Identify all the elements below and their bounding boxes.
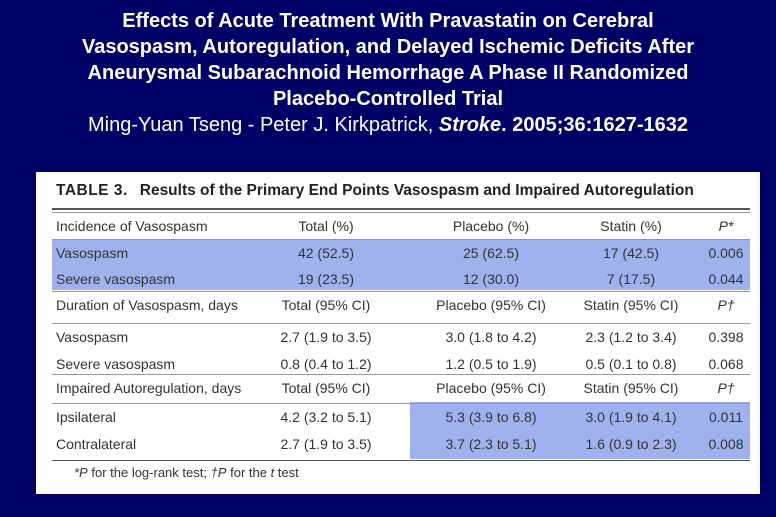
slide-title-line-4: Placebo-Controlled Trial	[272, 88, 504, 110]
slide-title-line-2: Vasospasm, Autoregulation, and Delayed I…	[81, 36, 695, 58]
table-cell-col-4: 0.011	[709, 409, 743, 425]
table-cell-col-4: 0.044	[708, 271, 744, 287]
table-cell-col-1: Total (%)	[298, 218, 354, 234]
table-cell-col-3: 1.6 (0.9 to 2.3)	[585, 436, 677, 452]
table-cell-col-4: 0.398	[708, 329, 744, 345]
table-row: Severe vasospasm 19 (23.5) 12 (30.0) 7 (17.…	[36, 267, 760, 291]
table-cell-col-3: 2.3 (1.2 to 3.4)	[585, 329, 677, 345]
table-row: Severe vasospasm 0.8 (0.4 to 1.2) 1.2 (0.5…	[36, 352, 760, 376]
table-cell-col-0: Severe vasospasm	[56, 271, 176, 287]
highlight-autoregulation-cells	[410, 402, 750, 459]
table-cell-col-3: 7 (17.5)	[606, 271, 656, 287]
table-row-rule	[52, 403, 750, 404]
highlight-incidence-rows	[52, 240, 750, 290]
slide-title-line-1: Effects of Acute Treatment With Pravasta…	[122, 10, 654, 32]
table-cell-col-1: Total (95% CI)	[281, 380, 371, 396]
table-cell-col-1: 19 (23.5)	[297, 271, 355, 287]
table-cell-col-1: 2.7 (1.9 to 3.5)	[280, 329, 372, 345]
table-cell-col-4: 0.006	[708, 245, 744, 261]
table-cell-col-0: Vasospasm	[56, 245, 129, 261]
table-cell-col-3: Statin (95% CI)	[583, 380, 679, 396]
table-row-rule	[52, 291, 750, 292]
table-cell-col-0: Duration of Vasospasm, days	[56, 297, 238, 313]
table-cell-col-1: 0.8 (0.4 to 1.2)	[280, 356, 372, 372]
citation-reference: . 2005;36:1627-1632	[501, 114, 688, 136]
table-cell-col-2: Placebo (%)	[452, 218, 530, 234]
table-cell-col-2: 25 (62.5)	[462, 245, 520, 261]
table-cell-col-4: P*	[718, 218, 734, 234]
table-row: Vasospasm 42 (52.5) 25 (62.5) 17 (42.5) 0.00…	[36, 241, 760, 265]
table-title: TABLE 3. Results of the Primary End Point…	[56, 182, 694, 200]
table-top-rule	[52, 208, 750, 210]
table-cell-col-1: 2.7 (1.9 to 3.5)	[280, 436, 372, 452]
slide-title-line-3: Aneurysmal Subarachnoid Hemorrhage A Pha…	[87, 62, 689, 84]
table-row: Contralateral 2.7 (1.9 to 3.5) 3.7 (2.3 to…	[36, 432, 760, 456]
table-cell-col-0: Impaired Autoregulation, days	[56, 380, 242, 396]
table-cell-col-3: 17 (42.5)	[602, 245, 660, 261]
table-cell-col-0: Ipsilateral	[56, 409, 116, 425]
table-cell-col-0: Vasospasm	[56, 329, 129, 345]
citation-line: Ming-Yuan Tseng - Peter J. Kirkpatrick, …	[0, 112, 776, 138]
citation-authors: Ming-Yuan Tseng - Peter J. Kirkpatrick,	[88, 114, 439, 136]
table-row: Ipsilateral 4.2 (3.2 to 5.1) 5.3 (3.9 to 6…	[36, 405, 760, 429]
table-cell-col-3: Statin (95% CI)	[583, 297, 679, 313]
table-cell-col-3: Statin (%)	[600, 218, 662, 234]
table-cell-col-2: 5.3 (3.9 to 6.8)	[445, 409, 537, 425]
table-row-rule	[52, 323, 750, 324]
table-cell-col-2: Placebo (95% CI)	[436, 297, 546, 313]
table-cell-col-4: 0.068	[708, 356, 744, 372]
table-cell-col-0: Severe vasospasm	[56, 356, 176, 372]
table-row-rule	[52, 212, 750, 213]
table-cell-col-2: 12 (30.0)	[462, 271, 520, 287]
table-row-rule	[52, 239, 750, 240]
table-cell-col-0: Incidence of Vasospasm	[56, 218, 208, 234]
table-cell-col-4: 0.008	[708, 436, 744, 452]
table-footnote: *P for the log-rank test; †P for the t t…	[74, 465, 299, 480]
table-cell-col-2: 1.2 (0.5 to 1.9)	[445, 356, 537, 372]
table-caption: Results of the Primary End Points Vasosp…	[139, 182, 694, 199]
table-cell-col-2: Placebo (95% CI)	[436, 380, 546, 396]
slide-title-block: Effects of Acute Treatment With Pravasta…	[0, 8, 776, 138]
table-section-header-row: Impaired Autoregulation, days Total (95% …	[36, 376, 760, 400]
citation-journal: Stroke	[438, 114, 502, 136]
table-row: Vasospasm 2.7 (1.9 to 3.5) 3.0 (1.8 to 4.2…	[36, 325, 760, 349]
table-cell-col-4: P†	[717, 297, 735, 313]
table-section-header-row: Duration of Vasospasm, days Total (95% CI…	[36, 293, 760, 317]
table-cell-col-2: 3.0 (1.8 to 4.2)	[445, 329, 537, 345]
table-cell-col-3: 3.0 (1.9 to 4.1)	[585, 409, 677, 425]
table-cell-col-4: P†	[717, 380, 735, 396]
table-cell-col-3: 0.5 (0.1 to 0.8)	[585, 356, 677, 372]
table-cell-col-2: 3.7 (2.3 to 5.1)	[445, 436, 537, 452]
table-cell-col-0: Contralateral	[56, 436, 137, 452]
table-section-header-row: Incidence of Vasospasm Total (%) Placebo (…	[36, 214, 760, 238]
table-panel: TABLE 3. Results of the Primary End Point…	[36, 172, 760, 494]
table-row-rule	[52, 374, 750, 375]
table-cell-col-1: 42 (52.5)	[297, 245, 355, 261]
table-number: TABLE 3.	[56, 182, 128, 199]
table-bottom-rule	[52, 460, 750, 461]
table-cell-col-1: Total (95% CI)	[281, 297, 371, 313]
table-cell-col-1: 4.2 (3.2 to 5.1)	[280, 409, 372, 425]
